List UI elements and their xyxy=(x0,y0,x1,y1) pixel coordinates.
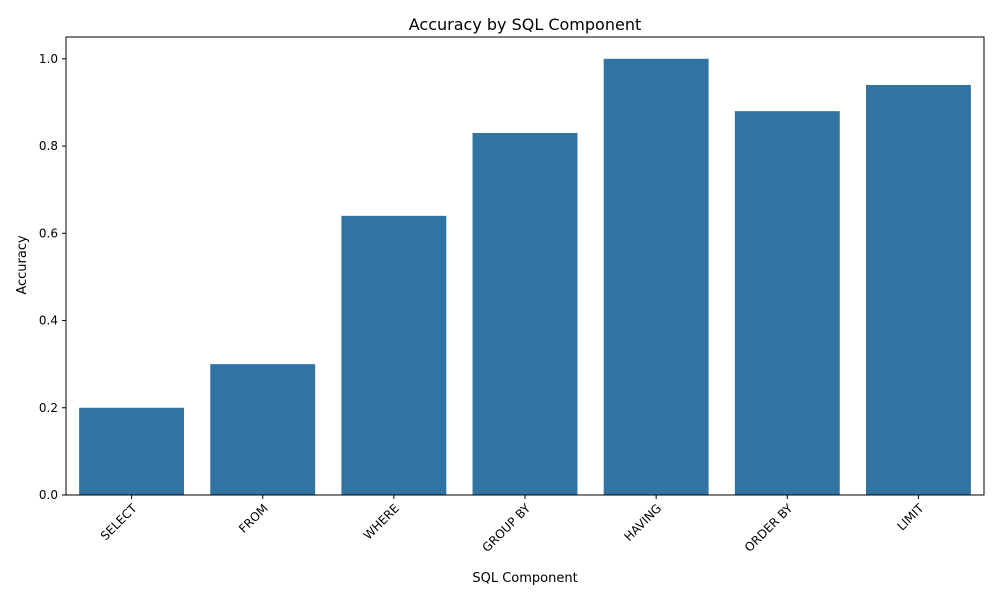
bar-where xyxy=(341,215,447,496)
plot-frame xyxy=(65,36,985,496)
x-axis-ticks: SELECT FROM WHERE GROUP BY HAVING ORDER BY LIM… xyxy=(98,495,927,555)
chart-title: Accuracy by SQL Component xyxy=(409,15,641,34)
y-tick-label: 0.2 xyxy=(39,401,58,415)
y-tick-label: 1.0 xyxy=(39,52,58,66)
y-axis-ticks: 0.0 0.2 0.4 0.6 0.8 1.0 xyxy=(39,52,66,502)
x-tick-label: LIMIT xyxy=(894,501,927,534)
x-axis-label: SQL Component xyxy=(472,571,577,586)
bar-from xyxy=(210,364,316,495)
y-tick-label: 0.0 xyxy=(39,488,58,502)
bar-limit xyxy=(865,84,971,495)
x-tick-label: SELECT xyxy=(98,501,140,543)
x-tick-label: WHERE xyxy=(361,501,402,542)
bar-order-by xyxy=(734,111,840,496)
bar-group-by xyxy=(472,132,578,495)
y-tick-label: 0.4 xyxy=(39,314,58,328)
y-tick-label: 0.6 xyxy=(39,226,58,240)
bars-layer xyxy=(79,58,971,496)
x-tick-label: GROUP BY xyxy=(480,501,534,555)
y-tick-label: 0.8 xyxy=(39,139,58,153)
bar-having xyxy=(603,58,709,496)
bar-select xyxy=(79,407,185,495)
x-tick-label: FROM xyxy=(236,501,271,536)
x-tick-label: ORDER BY xyxy=(742,501,796,555)
y-axis-label: Accuracy xyxy=(15,235,30,295)
x-tick-label: HAVING xyxy=(621,501,664,544)
